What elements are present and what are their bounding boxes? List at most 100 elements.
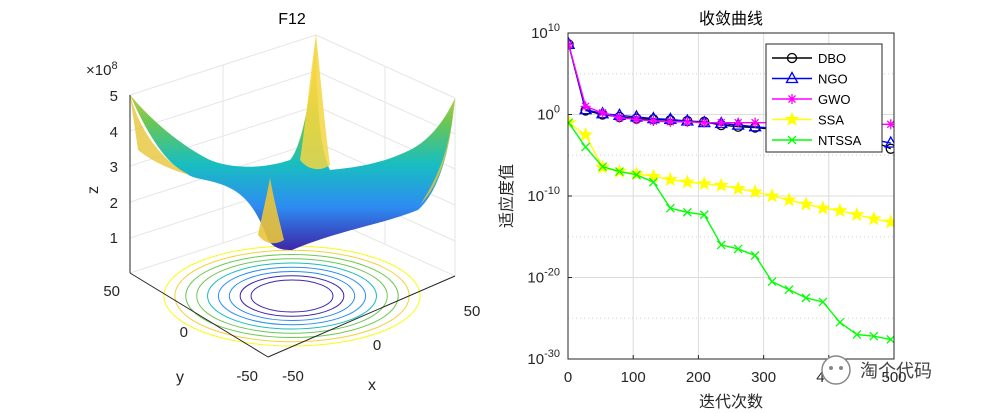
watermark: 淘个代码 — [821, 355, 932, 385]
data-point — [716, 117, 727, 128]
data-point — [716, 240, 726, 250]
data-point — [815, 200, 831, 215]
convergence-title: 收敛曲线 — [699, 9, 763, 28]
data-point — [598, 162, 608, 172]
data-point — [764, 188, 780, 203]
convergence-x-label: 迭代次数 — [699, 392, 763, 411]
data-point — [696, 175, 712, 191]
legend-box — [765, 43, 883, 153]
legend-marker — [787, 135, 797, 145]
z-tick-label: 4 — [110, 124, 118, 141]
surface-title: F12 — [278, 11, 306, 28]
data-point — [682, 116, 693, 127]
data-point — [784, 285, 794, 295]
data-point — [665, 116, 676, 127]
data-point — [581, 142, 591, 152]
data-point — [568, 118, 574, 128]
data-point — [662, 171, 678, 187]
x-tick-label: 500 — [881, 369, 906, 386]
z-tick-label: 1 — [110, 230, 118, 247]
data-point — [886, 334, 894, 344]
data-point — [750, 117, 761, 128]
data-point — [631, 114, 642, 125]
legend-label: GWO — [818, 92, 851, 107]
y-tick-label: 0 — [180, 324, 188, 341]
data-point — [730, 180, 746, 196]
legend: DBO NGO GWO SSA NTSSA — [765, 43, 883, 153]
data-point — [883, 214, 894, 229]
contour-ring — [207, 262, 377, 330]
contour-ring — [228, 271, 356, 321]
convergence-plot: 0100200300400500 101010010-1010-2010-30 … — [497, 9, 907, 411]
surface-contours — [163, 245, 421, 347]
y-tick-label: 10-10 — [527, 185, 560, 205]
wechat-icon — [821, 355, 851, 385]
data-point — [747, 183, 763, 199]
z-tick-label: 2 — [110, 195, 118, 212]
data-point — [632, 170, 641, 180]
data-point — [648, 116, 659, 127]
series-ntssa — [568, 118, 894, 344]
data-point — [699, 117, 710, 128]
legend-item-ntssa: NTSSA — [772, 133, 862, 148]
z-tick-label: 5 — [110, 88, 118, 105]
surface-back-spike — [300, 35, 330, 170]
contour-ring — [217, 266, 367, 326]
x-axis-label: x — [368, 377, 376, 394]
data-point — [885, 119, 894, 130]
y-tick-label: 10-30 — [527, 348, 560, 368]
legend-label: NGO — [818, 72, 848, 87]
contour-ring — [174, 249, 410, 343]
data-point — [767, 277, 777, 287]
convergence-y-label: 适应度值 — [497, 164, 516, 228]
x-tick-label: 100 — [621, 369, 646, 386]
z-axis-label: z — [85, 186, 102, 194]
watermark-text: 淘个代码 — [860, 361, 932, 382]
data-point — [832, 202, 848, 218]
legend-marker — [784, 111, 800, 126]
data-point — [731, 117, 745, 130]
y-tick-label: -50 — [236, 368, 258, 385]
data-point — [750, 251, 760, 260]
data-point — [835, 317, 845, 327]
data-point — [713, 177, 729, 192]
data-point — [866, 210, 882, 226]
surface-inner-spike — [258, 178, 284, 244]
z-multiplier: ×108 — [86, 60, 118, 79]
contour-ring — [196, 258, 388, 334]
data-point — [733, 117, 744, 128]
data-point — [578, 126, 594, 142]
legend-item-gwo: GWO — [772, 92, 851, 107]
data-point — [628, 166, 645, 181]
surface-left-spike — [130, 95, 190, 175]
data-point — [849, 206, 865, 222]
x-tick-label: 0 — [564, 369, 572, 386]
data-point — [818, 297, 828, 307]
data-point — [885, 143, 894, 154]
surface-axes — [129, 95, 456, 358]
x-tick-label: 50 — [464, 303, 481, 320]
data-point — [665, 203, 675, 213]
legend-item-ngo: NGO — [772, 71, 848, 87]
data-point — [852, 330, 862, 340]
data-point — [614, 112, 625, 123]
y-tick-label: 10-20 — [527, 267, 560, 287]
data-point — [645, 168, 661, 183]
surface-mesh — [130, 35, 455, 250]
contour-ring — [239, 275, 345, 317]
y-ticks: 1010 100 10-10 10-20 10-30 — [527, 22, 572, 368]
data-point — [568, 39, 574, 50]
legend-marker — [786, 52, 798, 64]
data-point — [884, 135, 894, 148]
legend-label: DBO — [818, 51, 846, 66]
z-tick-label: 3 — [110, 159, 118, 176]
data-point — [801, 293, 811, 303]
legend-label: NTSSA — [818, 133, 862, 148]
x-tick-label: 200 — [686, 369, 711, 386]
y-tick-label: 50 — [103, 283, 120, 300]
data-point — [798, 196, 814, 211]
data-point — [781, 192, 797, 207]
x-tick-label: 300 — [751, 369, 776, 386]
legend-item-ssa: SSA — [772, 111, 844, 128]
